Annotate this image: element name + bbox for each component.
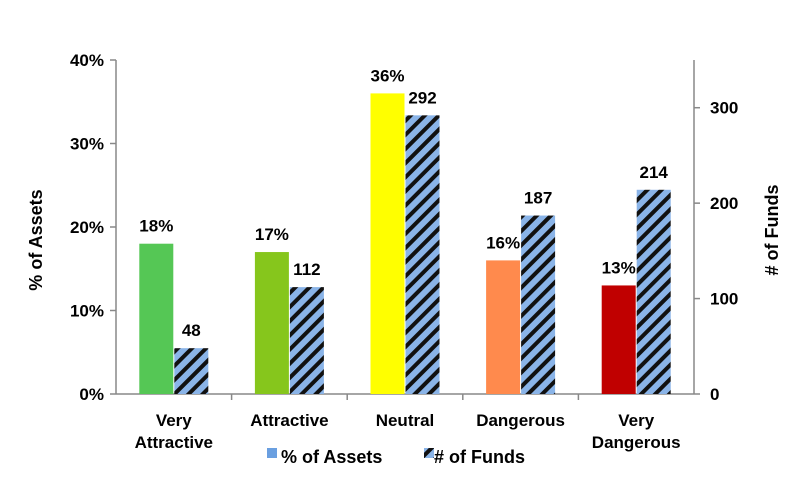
bar-funds xyxy=(174,348,209,394)
data-label-assets: 17% xyxy=(255,225,289,244)
data-label-funds: 112 xyxy=(293,260,320,279)
legend: % of Assets # of Funds xyxy=(267,447,525,467)
y-tick-label: 20% xyxy=(70,218,104,237)
x-tick-label: Attractive xyxy=(250,411,328,430)
bar-assets xyxy=(370,93,405,395)
data-label-funds: 214 xyxy=(640,163,669,182)
data-label-assets: 16% xyxy=(486,233,520,252)
legend-swatch-funds xyxy=(424,448,434,458)
data-label-funds: 48 xyxy=(182,321,201,340)
legend-label-assets: % of Assets xyxy=(281,447,382,467)
legend-swatch-assets xyxy=(267,448,277,458)
bar-assets xyxy=(601,285,636,394)
bar-assets xyxy=(486,260,521,394)
y-axis-title: % of Assets xyxy=(26,189,46,290)
y2-tick-label: 100 xyxy=(710,290,738,309)
y-tick-label: 30% xyxy=(70,135,104,154)
bar-funds xyxy=(636,189,671,394)
bar-funds xyxy=(521,215,556,394)
bar-funds xyxy=(405,115,440,394)
plot-area: 0% 10% 20% 30% 40% 0 100 200 300 18% 48 Very Attract… xyxy=(70,51,738,452)
y2-tick-label: 200 xyxy=(710,194,738,213)
y2-axis-title: # of Funds xyxy=(762,185,782,276)
legend-label-funds: # of Funds xyxy=(434,447,525,467)
bar-assets xyxy=(139,243,174,394)
data-label-assets: 13% xyxy=(602,258,636,277)
bar-funds xyxy=(289,287,324,394)
x-tick-label: Dangerous xyxy=(476,411,565,430)
y2-tick-label: 300 xyxy=(710,99,738,118)
y2-tick-label: 0 xyxy=(710,385,719,404)
y-tick-label: 0% xyxy=(79,385,104,404)
bar-assets xyxy=(254,252,289,394)
x-tick-label: Neutral xyxy=(376,411,435,430)
y-tick-label: 10% xyxy=(70,302,104,321)
y-tick-label: 40% xyxy=(70,51,104,70)
x-tick-label: Very Attractive xyxy=(135,411,213,452)
data-label-assets: 18% xyxy=(139,217,173,236)
x-tick-label: Very Dangerous xyxy=(592,411,681,452)
data-label-funds: 292 xyxy=(408,88,436,107)
data-label-funds: 187 xyxy=(524,189,552,208)
data-label-assets: 36% xyxy=(370,66,404,85)
